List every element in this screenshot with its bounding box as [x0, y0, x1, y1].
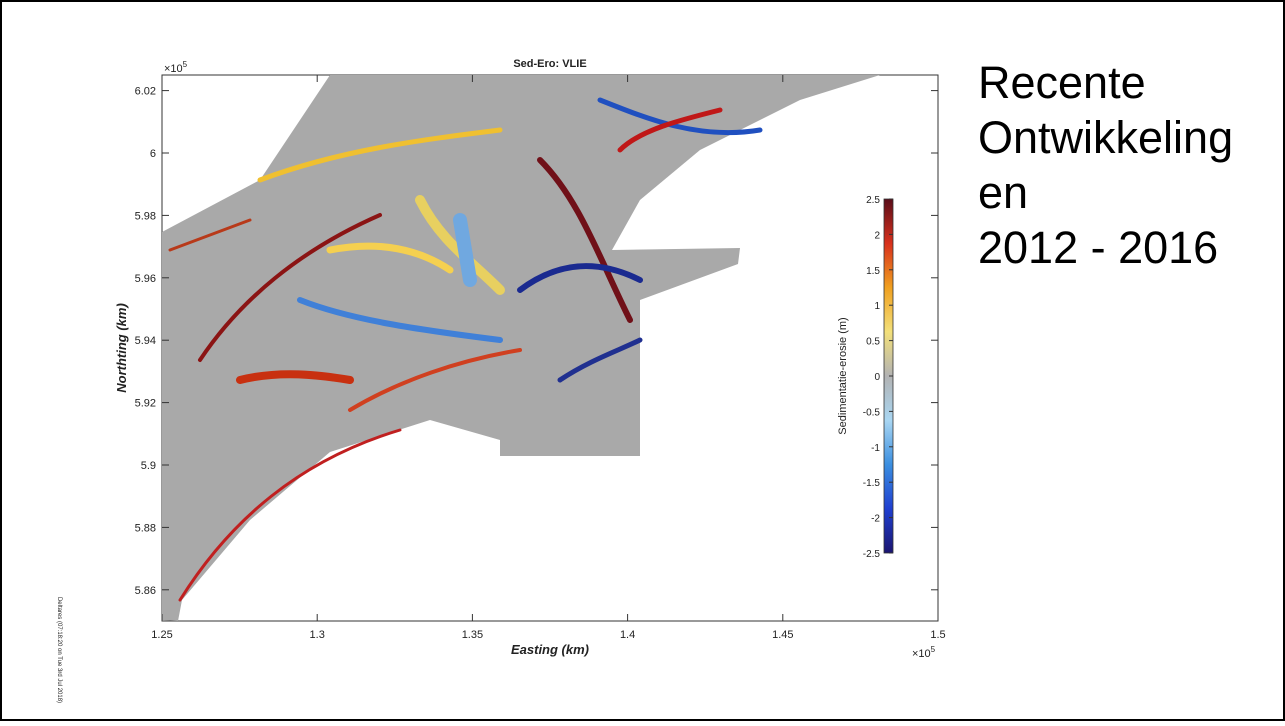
colorbar-label: Sedimentatie-erosie (m) — [837, 317, 849, 434]
x-tick-label: 1.35 — [462, 629, 483, 641]
map-features — [168, 97, 763, 602]
x-multiplier: ×105 — [912, 645, 936, 660]
y-tick-label: 6.02 — [135, 86, 156, 98]
colorbar-tick-label: 1 — [874, 301, 880, 312]
x-tick-label: 1.4 — [620, 629, 635, 641]
y-tick-label: 5.86 — [135, 585, 156, 597]
multiplier-base: ×10 — [912, 648, 931, 660]
slide-title-line: Recente — [978, 57, 1146, 108]
y-tick-label: 5.9 — [141, 460, 156, 472]
multiplier-power: 5 — [183, 60, 188, 69]
colorbar-tick-label: -0.5 — [863, 407, 881, 418]
y-tick-label: 5.92 — [135, 398, 156, 410]
colorbar-tick-label: 1.5 — [866, 266, 880, 277]
x-tick-label: 1.3 — [310, 629, 325, 641]
colorbar-tick-label: -1 — [871, 443, 880, 454]
y-tick-label: 5.88 — [135, 522, 156, 534]
y-axis-label: Northting (km) — [114, 303, 129, 393]
slide-title-line: 2012 - 2016 — [978, 222, 1218, 273]
y-tick-label: 5.96 — [135, 273, 156, 285]
multiplier-power: 5 — [931, 645, 936, 654]
colorbar-tick-label: 0.5 — [866, 337, 880, 348]
colorbar-tick-label: 0 — [874, 372, 880, 383]
x-tick-label: 1.25 — [151, 629, 172, 641]
y-multiplier: ×105 — [164, 60, 188, 75]
multiplier-base: ×10 — [164, 63, 183, 75]
side-note: Deltares (07:18:20 on Tue 3rd Jul 2018) — [56, 597, 62, 703]
colorbar-tick-label: -1.5 — [863, 478, 881, 489]
x-axis-label: Easting (km) — [511, 642, 589, 657]
y-tick-label: 5.94 — [135, 335, 156, 347]
chart-title: Sed-Ero: VLIE — [513, 58, 586, 70]
x-tick-label: 1.45 — [772, 629, 793, 641]
x-tick-label: 1.5 — [930, 629, 945, 641]
colorbar-tick-label: 2.5 — [866, 195, 880, 206]
y-tick-label: 5.98 — [135, 210, 156, 222]
map-field — [162, 75, 880, 621]
colorbar-tick-label: -2.5 — [863, 549, 881, 560]
colorbar-tick-label: 2 — [874, 230, 880, 241]
colorbar-tick-label: -2 — [871, 514, 880, 525]
y-tick-label: 6 — [150, 148, 156, 160]
slide-title-line: Ontwikkeling — [978, 112, 1233, 163]
map-area — [162, 75, 880, 621]
slide-title-line: en — [978, 167, 1028, 218]
